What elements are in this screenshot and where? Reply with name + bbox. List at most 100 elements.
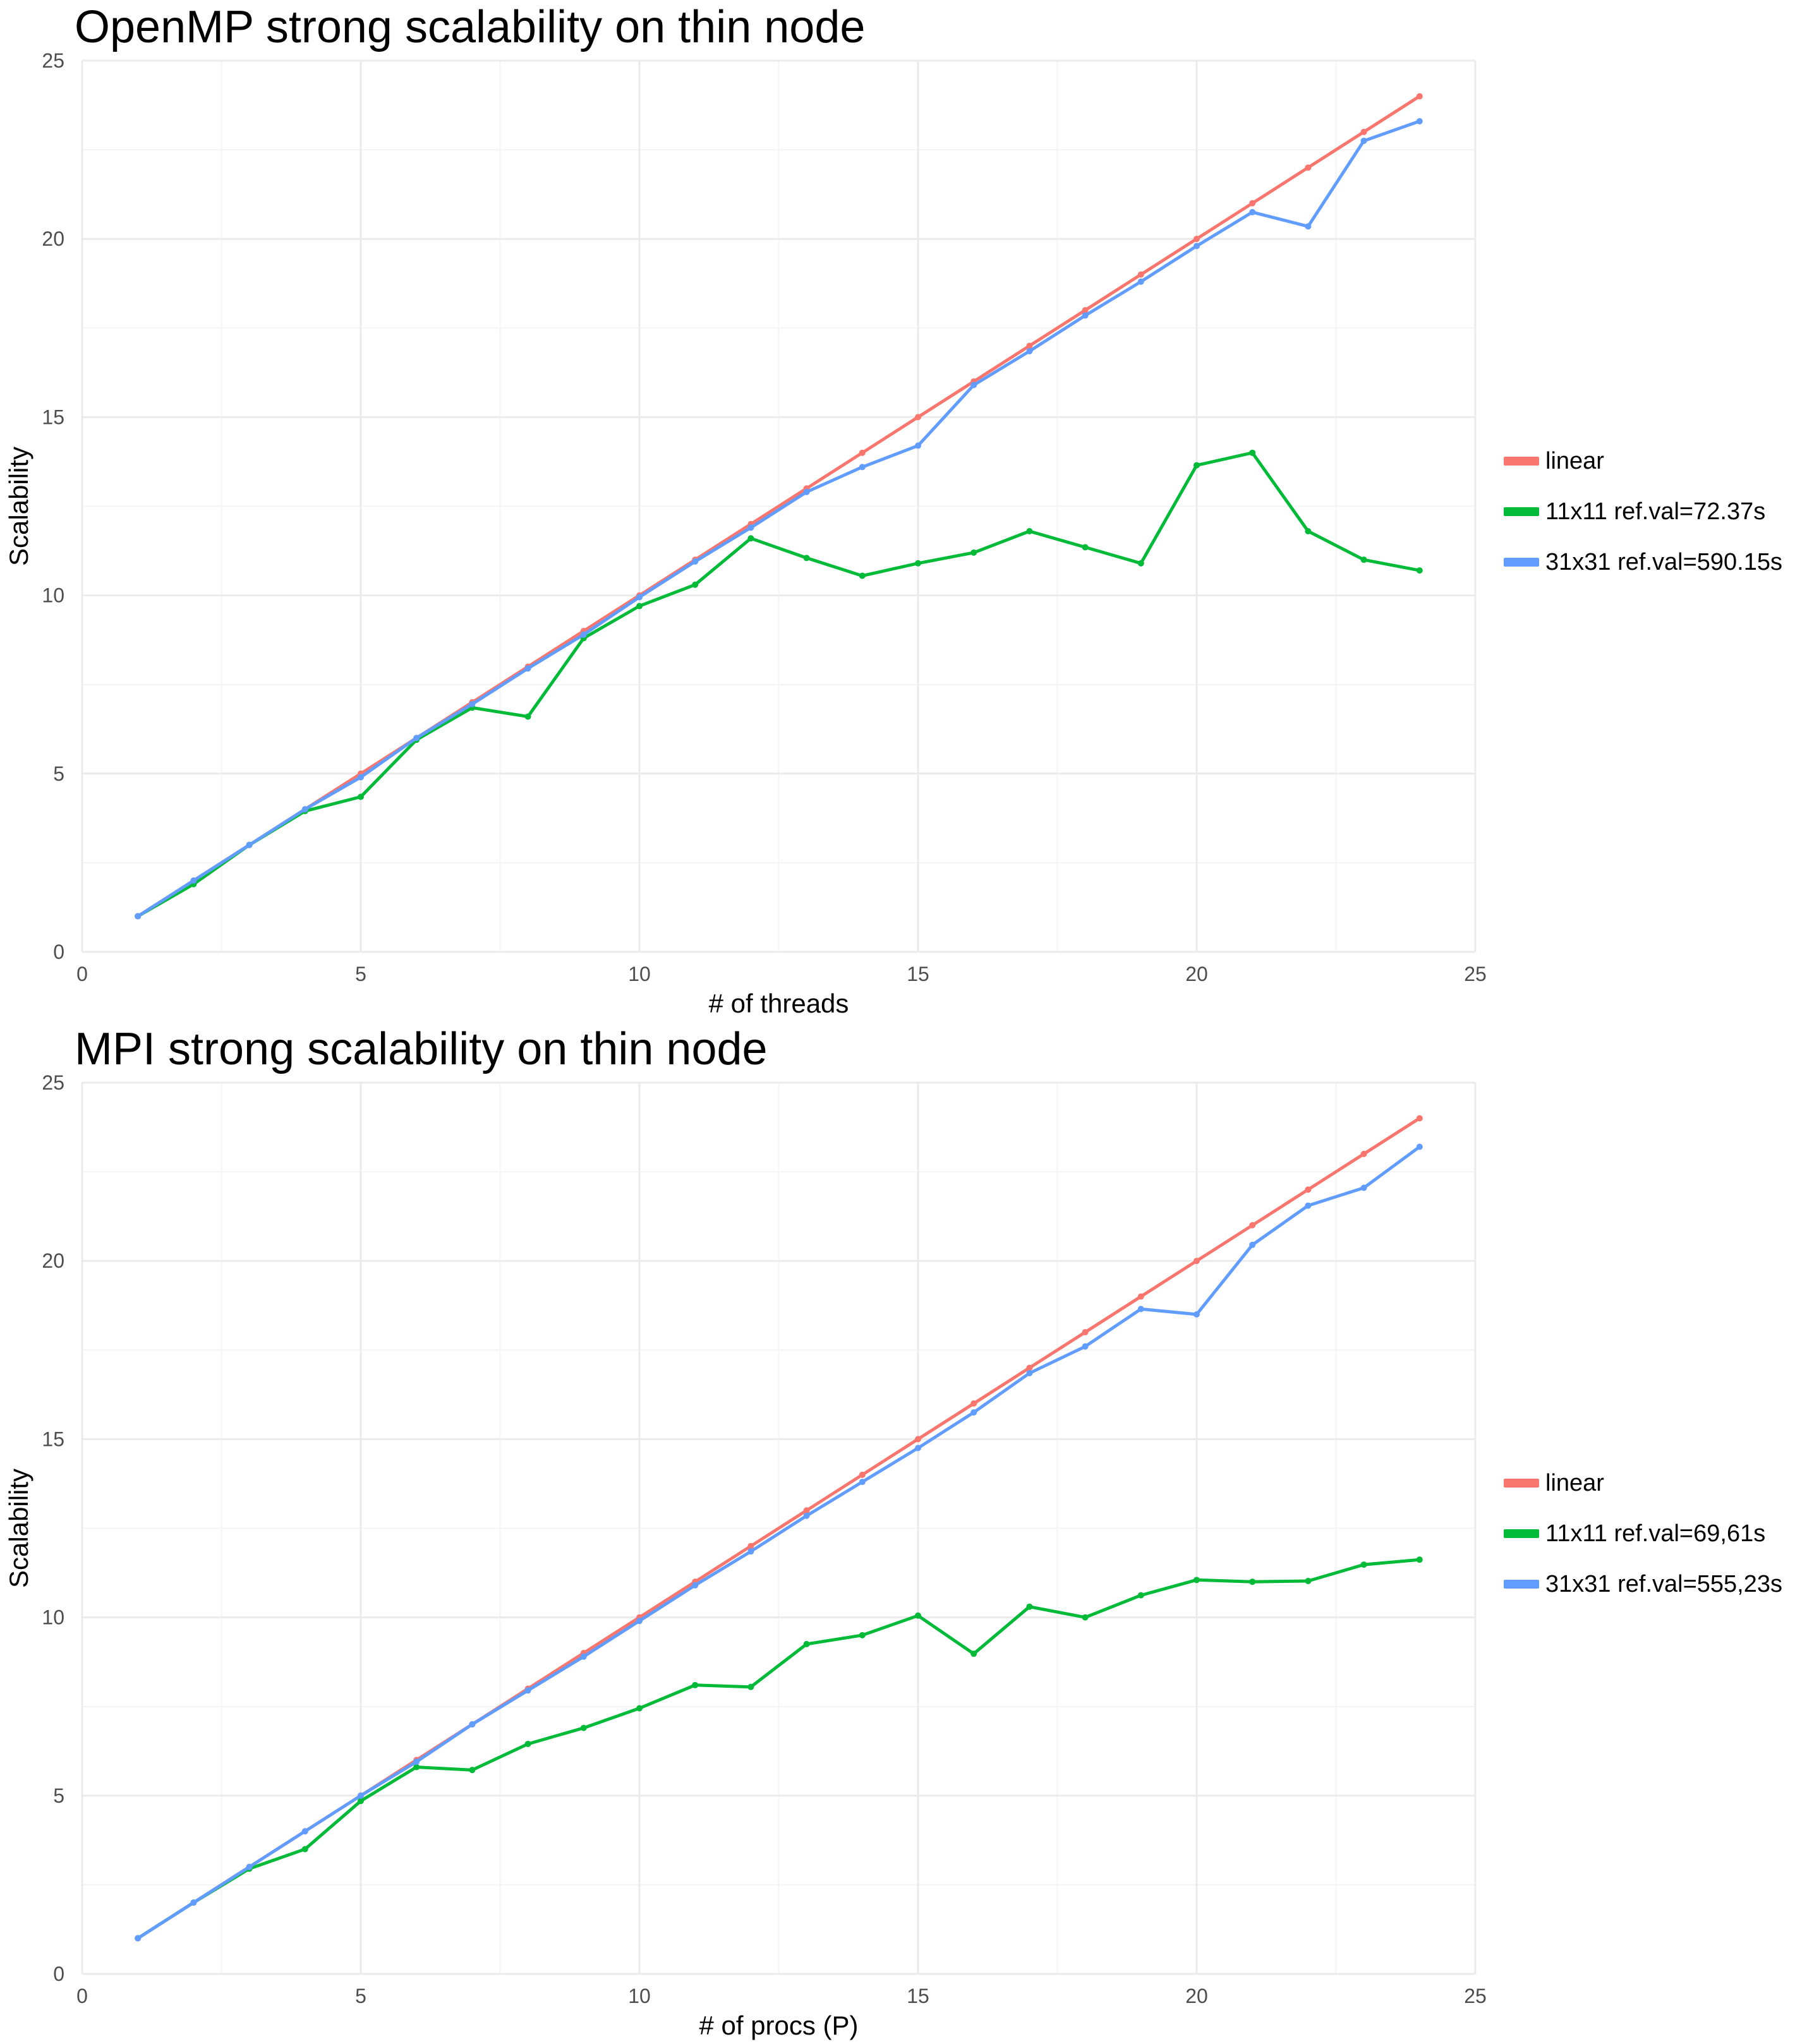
data-point-31x31 (1360, 137, 1367, 144)
series-line-11x11 (136, 1558, 1422, 1940)
data-point-11x11 (1360, 556, 1367, 563)
data-point-linear (1194, 236, 1200, 243)
legend-item-31x31: 31x31 ref.val=555,23s (1504, 1559, 1782, 1609)
data-point-linear (1360, 1150, 1367, 1157)
data-point-31x31 (915, 442, 921, 449)
data-point-31x31 (1305, 1202, 1312, 1209)
y-axis-title: Scalability (4, 1469, 33, 1588)
data-point-11x11 (580, 1724, 587, 1731)
data-point-31x31 (636, 1618, 643, 1625)
data-point-linear (915, 1436, 921, 1443)
openmp-chart-panel: OpenMP strong scalability on thin node 0… (4, 2, 1782, 1018)
data-point-11x11 (1194, 1577, 1200, 1584)
legend-key-11x11 (1504, 507, 1539, 516)
data-point-11x11 (1137, 560, 1144, 567)
data-point-11x11 (803, 1640, 810, 1647)
data-point-31x31 (1194, 1311, 1200, 1318)
data-point-31x31 (1416, 1143, 1423, 1150)
data-point-31x31 (469, 1721, 476, 1728)
data-point-linear (970, 1400, 977, 1407)
x-tick-label: 0 (76, 1985, 88, 2007)
data-point-31x31 (1249, 1241, 1256, 1248)
legend-item-31x31: 31x31 ref.val=590.15s (1504, 537, 1782, 587)
data-point-11x11 (524, 713, 531, 720)
data-point-linear (1416, 1115, 1423, 1122)
data-point-linear (1082, 307, 1089, 314)
data-point-31x31 (636, 594, 643, 601)
legend-key-11x11 (1504, 1529, 1539, 1538)
chart-title: OpenMP strong scalability on thin node (75, 2, 866, 52)
legend-key-31x31 (1504, 1580, 1539, 1589)
data-point-linear (1082, 1329, 1089, 1336)
legend-key-linear (1504, 457, 1539, 466)
x-tick-label: 10 (628, 963, 651, 985)
data-point-11x11 (1194, 462, 1200, 469)
data-point-31x31 (358, 774, 364, 781)
data-point-31x31 (1137, 1306, 1144, 1313)
data-point-11x11 (636, 1705, 643, 1712)
data-point-linear (1137, 1293, 1144, 1300)
y-tick-label: 0 (53, 941, 64, 963)
x-tick-label: 10 (628, 1985, 651, 2007)
data-point-11x11 (358, 793, 364, 800)
data-point-11x11 (1360, 1561, 1367, 1568)
data-point-11x11 (970, 549, 977, 556)
legend-item-11x11: 11x11 ref.val=72.37s (1504, 486, 1782, 537)
data-point-31x31 (246, 1863, 253, 1870)
data-point-11x11 (747, 535, 754, 542)
data-point-11x11 (859, 1632, 866, 1638)
data-point-31x31 (747, 524, 754, 531)
data-point-linear (1416, 93, 1423, 100)
y-tick-label: 5 (53, 1784, 64, 1807)
data-point-linear (915, 414, 921, 421)
x-axis-title: # of procs (P) (699, 2011, 858, 2040)
y-tick-label: 5 (53, 762, 64, 785)
x-tick-label: 20 (1185, 1985, 1208, 2007)
legend: linear 11x11 ref.val=72.37s 31x31 ref.va… (1504, 436, 1782, 587)
data-point-31x31 (301, 1828, 308, 1835)
data-point-31x31 (413, 735, 420, 742)
data-point-31x31 (1026, 1369, 1033, 1376)
series-line-31x31 (136, 1145, 1422, 1940)
data-point-31x31 (135, 913, 142, 920)
data-point-31x31 (803, 488, 810, 495)
legend-label: 31x31 ref.val=555,23s (1545, 1570, 1782, 1597)
data-point-31x31 (135, 1935, 142, 1942)
legend-label: 11x11 ref.val=69,61s (1545, 1520, 1766, 1547)
data-point-11x11 (1026, 528, 1033, 535)
data-point-11x11 (1416, 567, 1423, 574)
legend-label: 31x31 ref.val=590.15s (1545, 548, 1782, 575)
legend: linear 11x11 ref.val=69,61s 31x31 ref.va… (1504, 1458, 1782, 1609)
data-point-linear (1137, 271, 1144, 278)
legend-item-11x11: 11x11 ref.val=69,61s (1504, 1508, 1782, 1559)
data-point-11x11 (413, 1764, 420, 1770)
data-point-11x11 (524, 1740, 531, 1747)
data-point-11x11 (803, 555, 810, 562)
y-tick-label: 10 (42, 1606, 64, 1629)
data-point-31x31 (859, 1479, 866, 1486)
x-tick-label: 5 (355, 963, 366, 985)
data-point-31x31 (1194, 243, 1200, 249)
data-point-31x31 (246, 841, 253, 848)
data-point-11x11 (358, 1798, 364, 1805)
data-point-31x31 (970, 1409, 977, 1416)
y-axis-title: Scalability (4, 447, 33, 566)
y-tick-label: 25 (42, 1071, 64, 1094)
data-point-11x11 (469, 1767, 476, 1774)
x-tick-label: 15 (907, 1985, 929, 2007)
legend-key-linear (1504, 1479, 1539, 1488)
data-point-31x31 (970, 382, 977, 388)
data-point-31x31 (803, 1512, 810, 1519)
data-point-linear (1249, 1222, 1256, 1229)
legend-label: linear (1545, 1469, 1604, 1496)
openmp-plot: 0 5 10 15 20 25 0 5 10 15 20 25 # of threads Scalabil… (4, 49, 1487, 1018)
data-point-31x31 (692, 558, 699, 565)
legend-item-linear: linear (1504, 1458, 1782, 1508)
data-point-linear (1360, 128, 1367, 135)
data-point-11x11 (1305, 1578, 1312, 1585)
data-point-31x31 (1360, 1184, 1367, 1191)
series-line-linear (136, 94, 1422, 918)
series-line-11x11 (136, 451, 1422, 918)
data-point-31x31 (859, 464, 866, 471)
mpi-plot: 0 5 10 15 20 25 0 5 10 15 20 25 # of procs (P) Scalab… (4, 1071, 1487, 2040)
